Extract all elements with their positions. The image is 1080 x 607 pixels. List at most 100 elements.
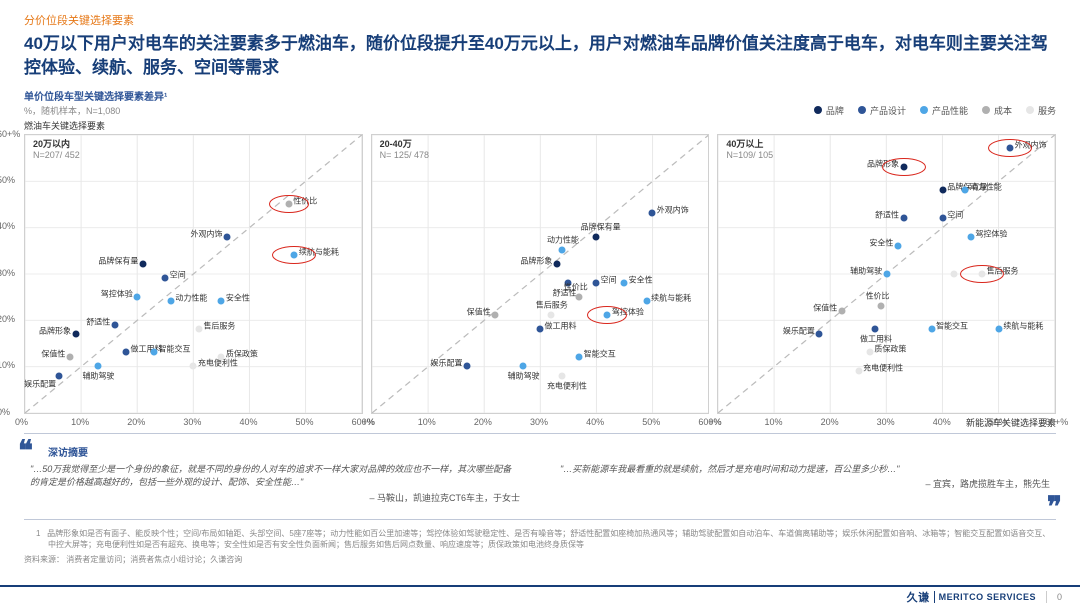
point-dot	[928, 326, 935, 333]
y-tick-label: 0%	[0, 407, 10, 417]
scatter-point: 动力性能	[559, 247, 566, 254]
quote: "…50万我觉得至少是一个身份的象征，就是不同的身份的人对车的追求不一样大家对品…	[30, 463, 520, 506]
point-label: 续航与能耗	[1003, 321, 1043, 332]
point-label: 保值性	[41, 348, 65, 359]
point-dot	[464, 363, 471, 370]
quotes-label: 深访摘要	[48, 444, 1050, 459]
legend-swatch	[814, 106, 822, 114]
point-dot	[55, 372, 62, 379]
point-dot	[548, 312, 555, 319]
scatter-point: 智能交互	[928, 326, 935, 333]
point-label: 充电便利性	[863, 362, 903, 373]
legend: 品牌产品设计产品性能成本服务	[814, 104, 1056, 117]
legend-swatch	[982, 106, 990, 114]
point-label: 安全性	[226, 293, 250, 304]
quote-text: "…买新能源车我最看重的就是续航，然后才是充电时间和动力提速，百公里多少秒…"	[560, 463, 1050, 477]
scatter-point: 做工用料	[872, 326, 879, 333]
y-tick-label: 30%	[0, 268, 15, 278]
point-label: 空间	[601, 274, 617, 285]
point-label: 性价比	[866, 291, 890, 302]
point-dot	[195, 326, 202, 333]
point-label: 性价比	[564, 281, 588, 292]
scatter-point: 续航与能耗	[995, 326, 1002, 333]
point-label: 售后服务	[203, 321, 235, 332]
scatter-point: 舒适性	[111, 321, 118, 328]
footnote-num: 1	[36, 529, 40, 538]
point-label: 智能交互	[159, 344, 191, 355]
page-number: 0	[1057, 592, 1062, 602]
y-axis-title: 燃油车关键选择要素	[24, 119, 1056, 132]
point-dot	[894, 242, 901, 249]
point-label: 辅助驾驶	[850, 265, 882, 276]
point-label: 品牌保有量	[581, 221, 621, 232]
x-tick-label: 40%	[933, 417, 951, 427]
x-tick-label: 10%	[418, 417, 436, 427]
scatter-point: 充电便利性	[559, 372, 566, 379]
point-label: 外观内饰	[657, 205, 689, 216]
legend-swatch	[920, 106, 928, 114]
point-dot	[816, 330, 823, 337]
scatter-point: 品牌保有量	[939, 187, 946, 194]
point-label: 外观内饰	[191, 228, 223, 239]
scatter-point: 性价比	[878, 303, 885, 310]
quote-open-icon: ❝	[18, 434, 33, 467]
scatter-point: 辅助驾驶	[94, 363, 101, 370]
point-label: 做工用料	[545, 321, 577, 332]
point-label: 售后服务	[536, 300, 568, 311]
point-dot	[559, 247, 566, 254]
point-dot	[995, 326, 1002, 333]
scatter-point: 售后服务	[195, 326, 202, 333]
point-label: 保值性	[813, 302, 837, 313]
section-subtitle: 分价位段关键选择要素	[24, 12, 1056, 28]
point-label: 驾控体验	[101, 288, 133, 299]
point-label: 续航与能耗	[651, 293, 691, 304]
x-tick-label: 0%	[362, 417, 375, 427]
point-dot	[218, 298, 225, 305]
scatter-point: 智能交互	[576, 353, 583, 360]
point-dot	[553, 261, 560, 268]
point-dot	[643, 298, 650, 305]
point-label: 娱乐配置	[24, 378, 56, 389]
x-tick-label: 50%	[989, 417, 1007, 427]
quote-text: "…50万我觉得至少是一个身份的象征，就是不同的身份的人对车的追求不一样大家对品…	[30, 463, 520, 490]
x-tick-label: 30%	[530, 417, 548, 427]
x-tick-label: 30%	[183, 417, 201, 427]
point-label: 品牌形象	[39, 325, 71, 336]
point-dot	[951, 270, 958, 277]
x-tick-label: 20%	[474, 417, 492, 427]
point-label: 智能交互	[936, 321, 968, 332]
x-tick-label: 10%	[71, 417, 89, 427]
source-text: 消费者定量访问；消费者焦点小组讨论；久谦咨询	[66, 555, 242, 564]
x-tick-label: 20%	[127, 417, 145, 427]
y-tick-label: 20%	[0, 314, 15, 324]
quote-attrib: – 马鞍山，凯迪拉克CT6车主，于女士	[30, 492, 520, 506]
scatter-panel: 20万以内N=207/ 4520%0%10%10%20%20%30%30%40%…	[24, 134, 363, 414]
legend-item: 产品性能	[920, 104, 968, 117]
x-tick-label: 0%	[708, 417, 721, 427]
quote: "…买新能源车我最看重的就是续航，然后才是充电时间和动力提速，百公里多少秒…"–…	[560, 463, 1050, 506]
point-label: 安全性	[869, 237, 893, 248]
legend-item: 成本	[982, 104, 1012, 117]
point-label: 质保政策	[226, 348, 258, 359]
point-dot	[224, 233, 231, 240]
point-dot	[111, 321, 118, 328]
point-dot	[872, 326, 879, 333]
scatter-point: 充电便利性	[855, 367, 862, 374]
chart-title: 单价位段车型关键选择要素差异¹	[24, 88, 167, 103]
scatter-point: 性价比	[576, 293, 583, 300]
point-dot	[939, 187, 946, 194]
point-dot	[866, 349, 873, 356]
x-tick-label: 50%	[642, 417, 660, 427]
point-dot	[593, 233, 600, 240]
highlight-ring	[269, 195, 309, 213]
scatter-point: 售后服务	[548, 312, 555, 319]
point-dot	[559, 372, 566, 379]
x-tick-label: 30%	[877, 417, 895, 427]
scatter-point: 充电便利性	[190, 363, 197, 370]
footnote: 1 品牌形象如是否有面子、能反映个性；空间/布局如轴距、头部空间、5座7座等；动…	[24, 528, 1056, 550]
point-dot	[593, 279, 600, 286]
x-tick-label: 50%	[296, 417, 314, 427]
legend-label: 品牌	[826, 104, 844, 117]
point-dot	[218, 353, 225, 360]
scatter-point: 保值性	[66, 353, 73, 360]
